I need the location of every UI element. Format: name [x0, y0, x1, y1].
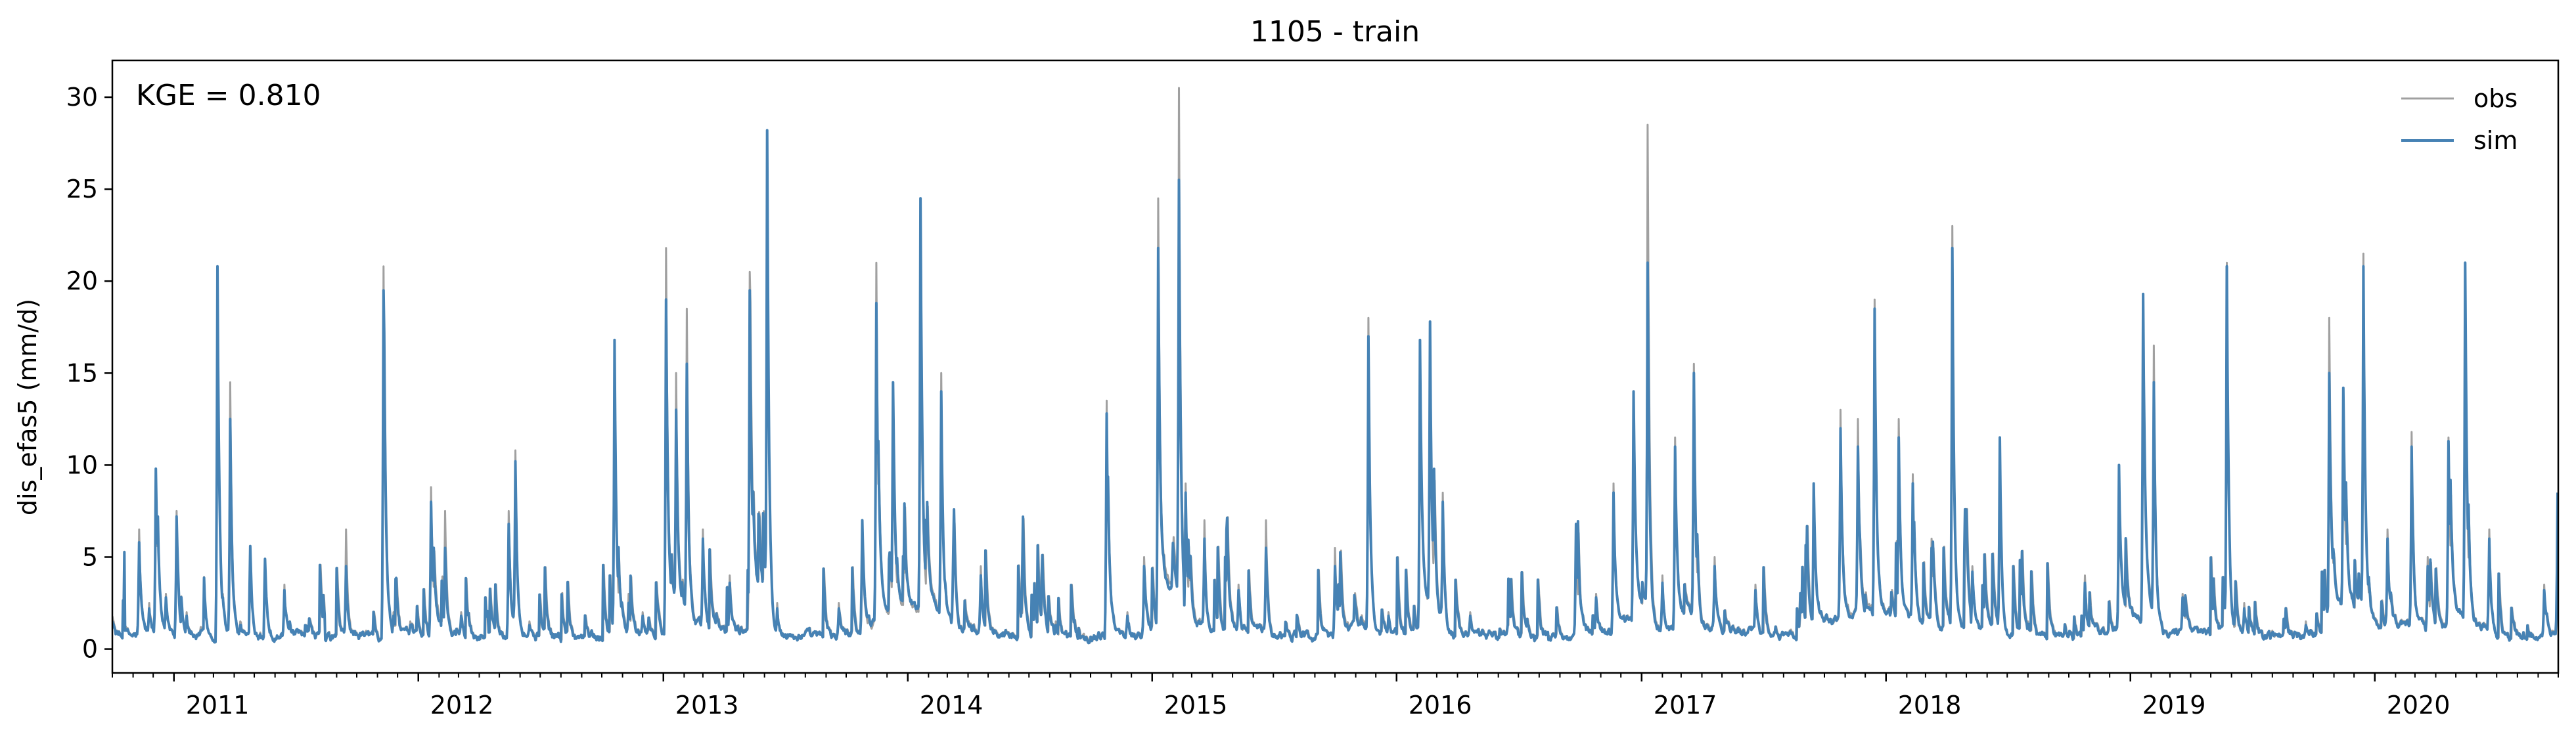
x-tick-label: 2013	[675, 691, 739, 720]
y-tick-label: 10	[66, 450, 98, 479]
x-tick-label: 2018	[1898, 691, 1962, 720]
y-tick-label: 5	[82, 542, 98, 571]
y-tick-label: 30	[66, 83, 98, 112]
kge-annotation: KGE = 0.810	[136, 79, 321, 112]
chart-title: 1105 - train	[1250, 15, 1420, 49]
legend-label-obs: obs	[2474, 84, 2518, 113]
legend-label-sim: sim	[2474, 126, 2518, 155]
y-tick-label: 15	[66, 358, 98, 387]
y-tick-label: 0	[82, 635, 98, 664]
y-axis-label: dis_efas5 (mm/d)	[13, 299, 42, 515]
x-tick-label: 2015	[1164, 691, 1228, 720]
x-tick-label: 2016	[1409, 691, 1472, 720]
y-tick-label: 25	[66, 175, 98, 204]
x-tick-label: 2012	[430, 691, 494, 720]
x-tick-label: 2019	[2142, 691, 2206, 720]
x-tick-label: 2014	[920, 691, 983, 720]
x-tick-label: 2020	[2387, 691, 2451, 720]
y-tick-label: 20	[66, 267, 98, 295]
x-tick-label: 2017	[1654, 691, 1717, 720]
x-tick-label: 2011	[186, 691, 250, 720]
